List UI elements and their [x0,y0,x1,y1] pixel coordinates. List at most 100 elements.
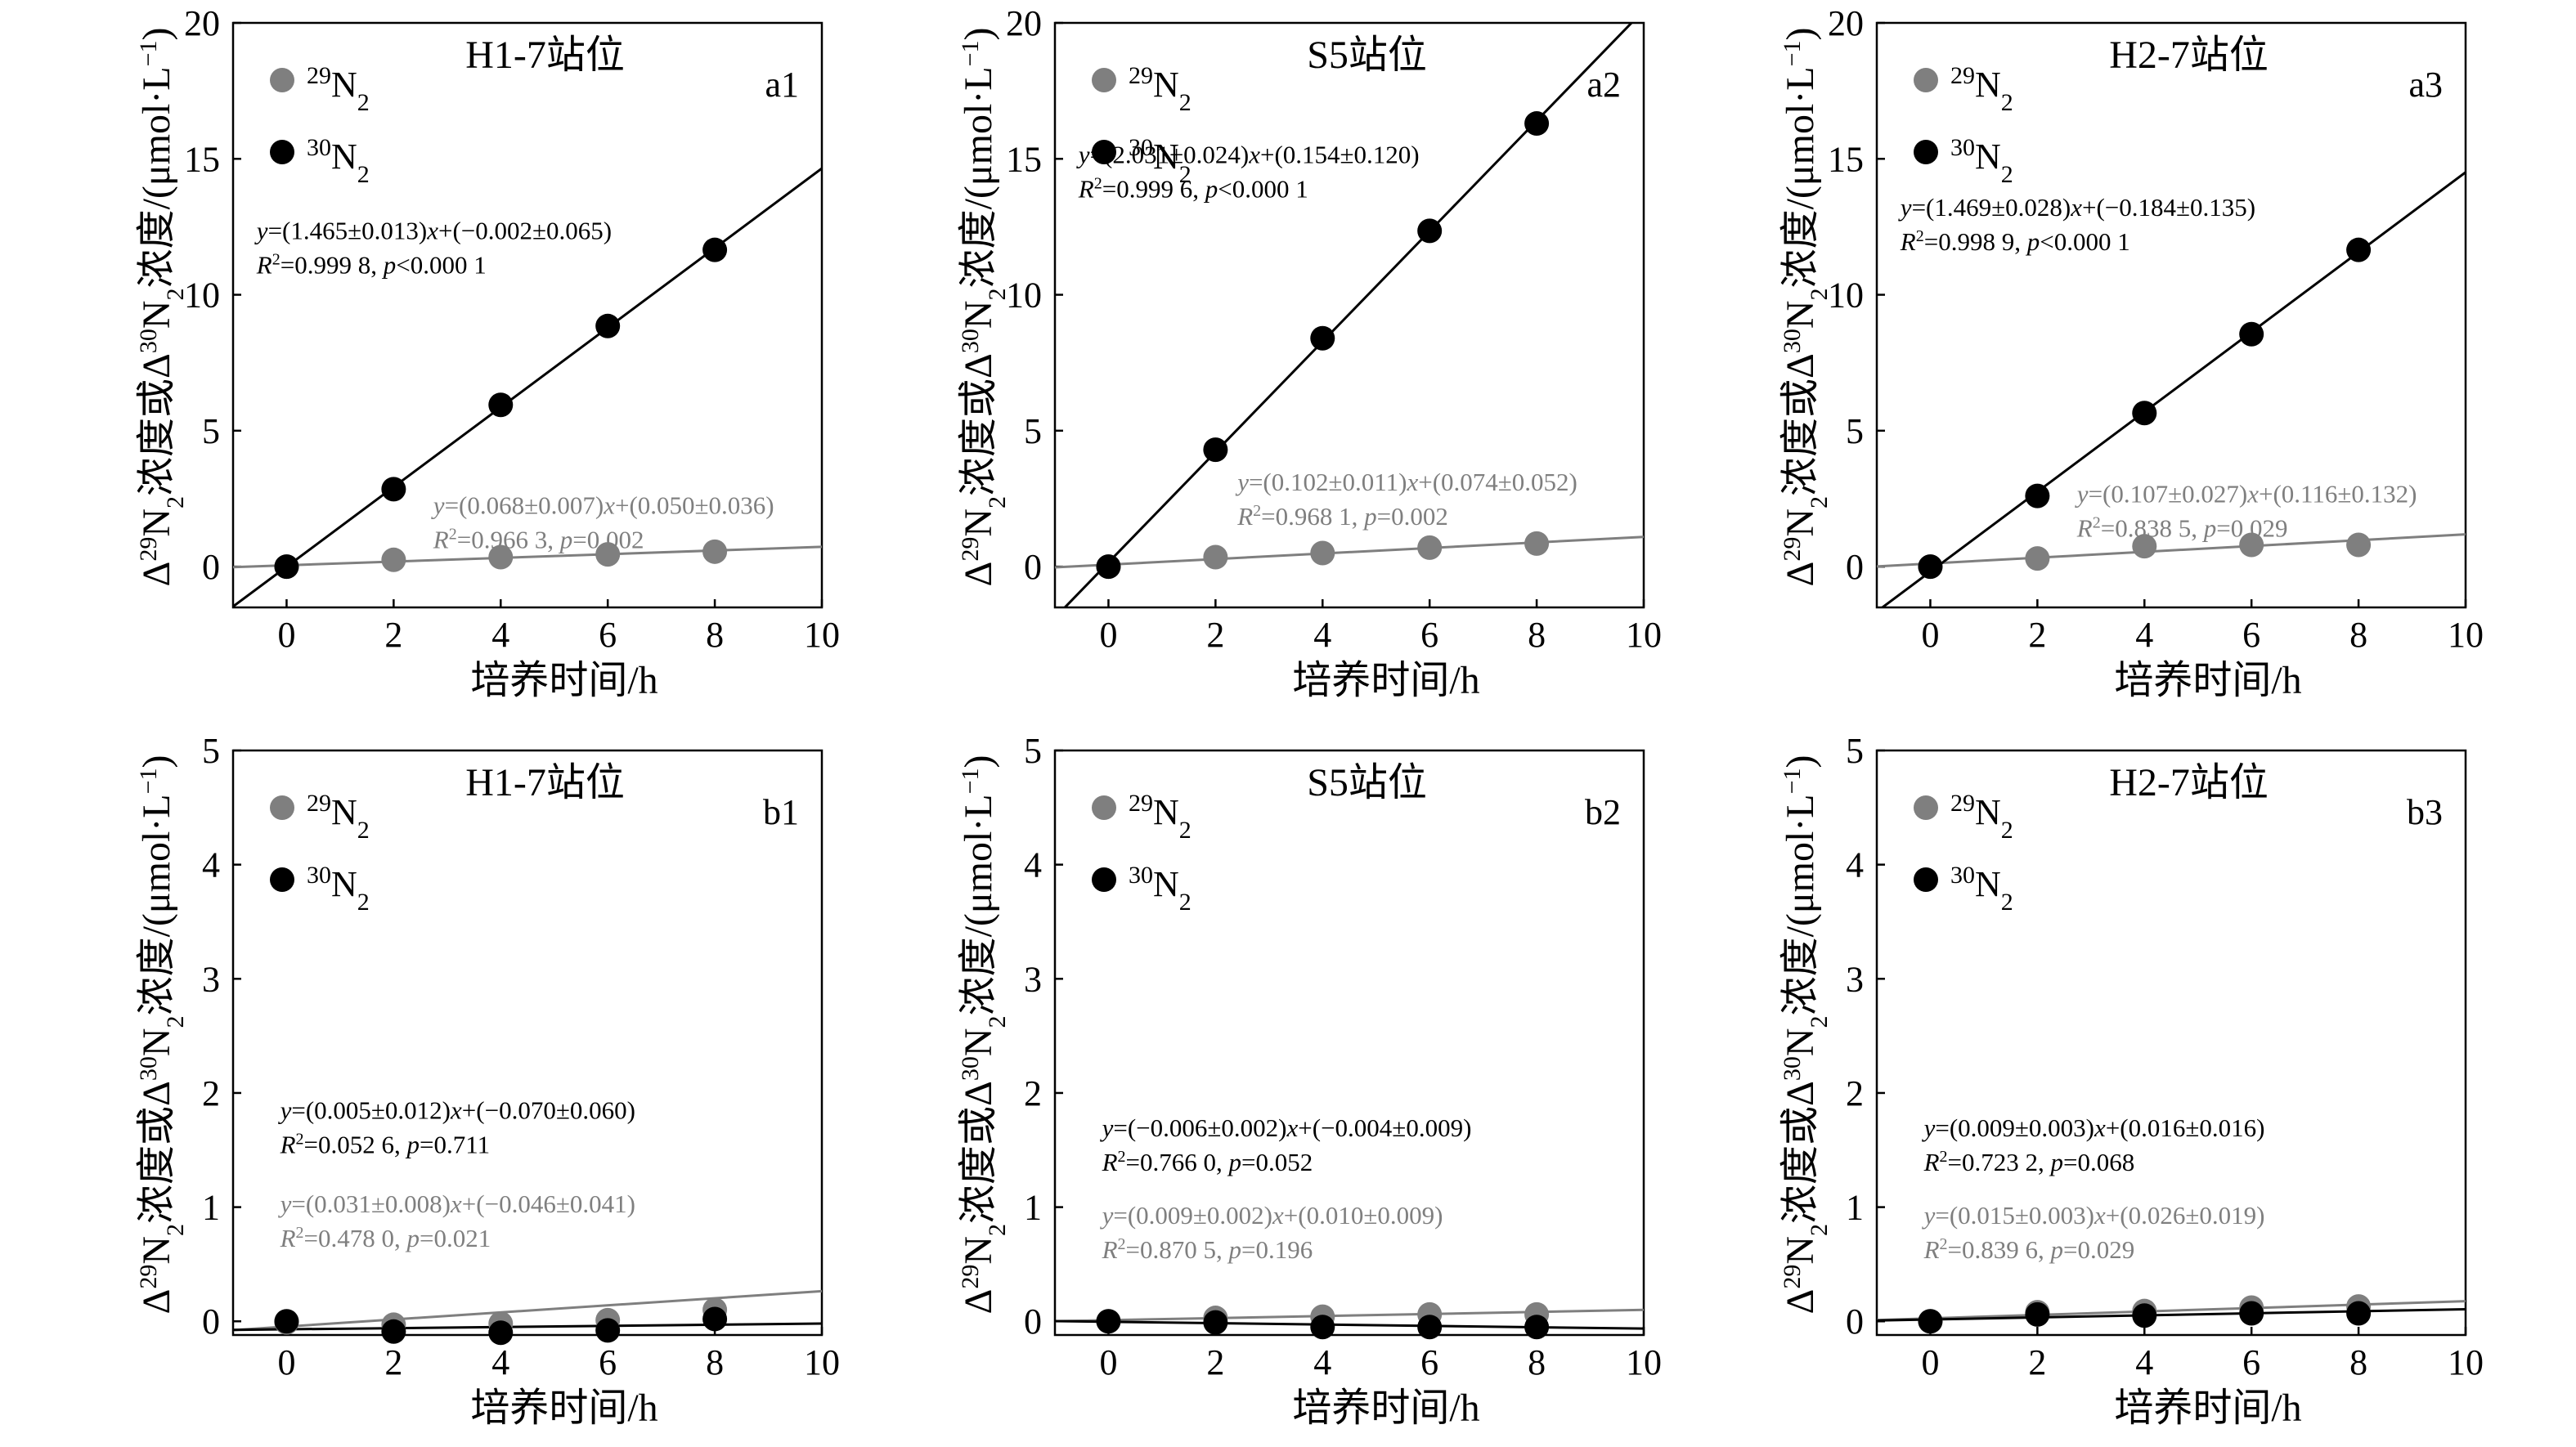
x-tick-label: 0 [1921,615,1939,655]
x-tick-label: 2 [384,1342,402,1382]
data-point-30N2 [1918,1309,1943,1334]
r-squared-30N2: R2=0.999 8, p<0.000 1 [256,251,487,280]
y-axis-title: Δ29N2浓度或Δ30N2浓度/(μmol·L−1) [957,755,1011,1314]
x-tick-label: 4 [491,615,509,655]
panel-tag: b3 [2407,792,2443,832]
legend-marker-30n2 [270,140,294,164]
x-tick-label: 8 [1528,1342,1546,1382]
data-point-30N2 [1203,437,1228,463]
y-tick-label: 2 [202,1073,220,1113]
equation-29N2: y=(0.107±0.027)x+(0.116±0.132) [2075,479,2417,508]
y-tick-label: 1 [1846,1188,1864,1228]
data-point-29N2 [1524,531,1550,556]
y-tick-label: 0 [1846,1301,1864,1342]
plot-frame [231,749,824,1337]
y-tick-label: 0 [202,1301,220,1342]
x-tick-label: 8 [2349,1342,2367,1382]
fit-line-30N2 [1055,1319,1644,1330]
x-axis-title: 培养时间/h [1292,659,1479,702]
legend-label-29n2: 29N2 [307,62,370,116]
x-axis-title: 培养时间/h [470,1387,657,1430]
x-tick-label: 10 [2448,615,2484,655]
panel-title: S5站位 [1307,761,1427,804]
equation-30N2: y=(0.009±0.003)x+(0.016±0.016) [1922,1113,2265,1142]
data-point-30N2 [2239,1301,2264,1326]
r-squared-30N2: R2=0.723 2, p=0.068 [1923,1148,2135,1176]
y-tick-label: 20 [1006,3,1042,43]
equation-30N2: y=(0.005±0.012)x+(−0.070±0.060) [278,1095,635,1124]
data-point-30N2 [1310,1315,1335,1340]
y-tick-label: 0 [1024,547,1042,587]
data-point-29N2 [1203,544,1228,570]
data-point-30N2 [1524,1315,1550,1340]
legend-marker-30n2 [1914,140,1938,164]
legend-label-30n2: 30N2 [1950,134,2013,188]
y-tick-label: 0 [202,547,220,587]
panel-title: H1-7站位 [465,34,625,77]
data-point-30N2 [1096,554,1121,580]
data-point-30N2 [1310,325,1335,351]
chart-panel-a3: 0 5 10 15 20 0 2 4 6 8 10 培养时间/h Δ29N2浓度或Δ30N2浓度/(μm… [1779,3,2484,702]
x-tick-label: 0 [1099,615,1117,655]
x-axis-title: 培养时间/h [1292,1387,1479,1430]
x-tick-label: 0 [277,1342,295,1382]
y-tick-label: 1 [1024,1188,1042,1228]
legend-label-29n2: 29N2 [307,790,370,844]
legend-label-30n2: 30N2 [1950,862,2013,916]
plot-frame [1875,749,2467,1337]
legend-marker-29n2 [1092,795,1116,820]
fit-line-30N2 [1063,23,1634,607]
y-tick-label: 1 [202,1188,220,1228]
data-point-29N2 [702,539,728,564]
data-point-30N2 [381,477,406,502]
x-tick-label: 6 [599,1342,617,1382]
panel-tag: a3 [2408,65,2443,105]
y-tick-label: 0 [1846,547,1864,587]
r-squared-30N2: R2=0.999 6, p<0.000 1 [1078,175,1308,204]
equation-30N2: y=(2.031±0.024)x+(0.154±0.120) [1076,141,1420,169]
y-tick-label: 5 [202,731,220,771]
x-tick-label: 8 [2349,615,2367,655]
y-tick-label: 2 [1024,1073,1042,1113]
x-tick-label: 6 [1420,1342,1438,1382]
x-tick-label: 4 [2135,1342,2153,1382]
panel-title: H1-7站位 [465,761,625,804]
data-point-30N2 [1417,218,1443,244]
y-axis-title: Δ29N2浓度或Δ30N2浓度/(μmol·L−1) [1779,755,1833,1314]
y-tick-label: 4 [202,845,220,885]
equation-29N2: y=(0.068±0.007)x+(0.050±0.036) [431,491,774,520]
x-tick-label: 4 [2135,615,2153,655]
data-point-29N2 [595,542,621,567]
data-point-30N2 [488,392,514,418]
data-point-30N2 [488,1320,514,1346]
data-point-29N2 [1417,535,1443,560]
x-tick-label: 8 [706,1342,724,1382]
data-point-29N2 [1310,540,1335,566]
x-tick-label: 10 [804,615,840,655]
data-point-30N2 [2346,237,2372,262]
x-axis-title: 培养时间/h [2114,1387,2301,1430]
y-axis-title: Δ29N2浓度或Δ30N2浓度/(μmol·L−1) [1779,27,1833,586]
legend-label-30n2: 30N2 [307,862,370,916]
data-point-29N2 [2346,532,2372,558]
x-tick-label: 10 [804,1342,840,1382]
y-tick-label: 5 [202,411,220,451]
x-tick-label: 6 [1420,615,1438,655]
x-tick-label: 2 [1206,615,1224,655]
x-tick-label: 8 [706,615,724,655]
panel-tag: b2 [1585,792,1621,832]
r-squared-29N2: R2=0.838 5, p=0.029 [2076,513,2288,542]
data-point-30N2 [2025,1301,2050,1327]
r-squared-29N2: R2=0.966 3, p=0.002 [433,526,644,554]
y-tick-label: 5 [1846,731,1864,771]
legend-marker-30n2 [1092,140,1116,164]
data-point-30N2 [1203,1310,1228,1335]
y-tick-label: 5 [1024,731,1042,771]
legend-marker-29n2 [1092,68,1116,92]
x-tick-label: 0 [1921,1342,1939,1382]
legend-marker-30n2 [1092,867,1116,892]
panel-tag: a1 [765,65,799,105]
data-point-29N2 [381,547,406,572]
chart-panel-b3: 0 1 2 3 4 5 0 2 4 6 8 10 培养时间/h Δ29N2浓度或Δ30N2浓度/(μmol… [1779,731,2484,1430]
